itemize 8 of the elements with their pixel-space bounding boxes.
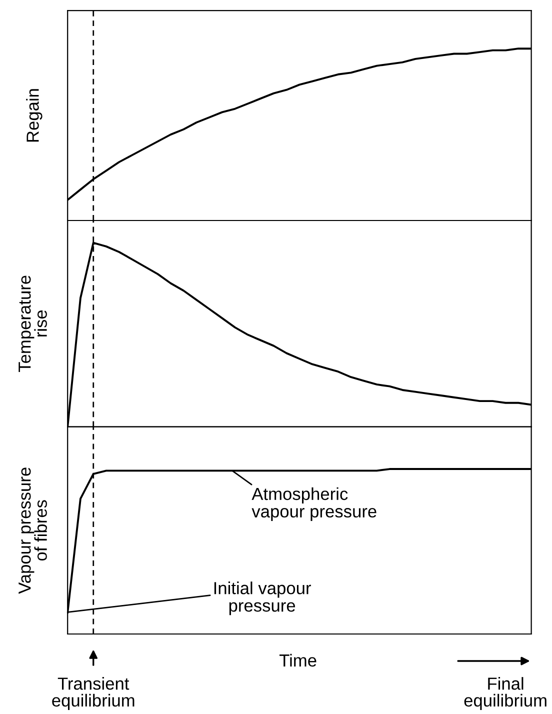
y-axis-title: Vapour pressure of fibres [18,468,47,594]
y-axis-title: Temperature rise [18,276,47,372]
annotation: Initial vapour pressure [214,582,311,616]
x-tick-label: Transient equilibrium [52,677,134,710]
y-axis-title: Regain [26,89,42,142]
x-axis-title: Time [279,654,316,667]
annotation: Atmospheric vapour pressure [252,487,376,521]
x-tick-label: Final equilibrium [464,677,546,710]
